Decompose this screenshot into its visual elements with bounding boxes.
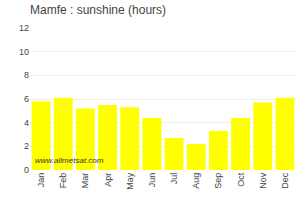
svg-text:4: 4 bbox=[24, 118, 29, 128]
svg-text:Oct: Oct bbox=[236, 172, 246, 187]
svg-text:Jun: Jun bbox=[147, 173, 157, 188]
svg-text:2: 2 bbox=[24, 141, 29, 151]
svg-text:May: May bbox=[125, 172, 135, 190]
svg-text:0: 0 bbox=[24, 165, 29, 175]
svg-text:Jul: Jul bbox=[169, 173, 179, 185]
svg-text:Mar: Mar bbox=[80, 173, 90, 189]
svg-text:Aug: Aug bbox=[191, 173, 201, 189]
svg-text:Nov: Nov bbox=[258, 172, 268, 189]
svg-text:8: 8 bbox=[24, 70, 29, 80]
svg-text:Mamfe : sunshine (hours): Mamfe : sunshine (hours) bbox=[30, 3, 166, 17]
svg-text:12: 12 bbox=[19, 23, 29, 33]
svg-text:Apr: Apr bbox=[103, 173, 113, 187]
svg-text:www.allmetsat.com: www.allmetsat.com bbox=[35, 156, 104, 165]
svg-text:6: 6 bbox=[24, 94, 29, 104]
svg-text:Dec: Dec bbox=[280, 172, 290, 189]
svg-text:10: 10 bbox=[19, 47, 29, 57]
svg-text:Feb: Feb bbox=[58, 173, 68, 189]
svg-text:Jan: Jan bbox=[36, 173, 46, 188]
svg-text:Sep: Sep bbox=[213, 173, 223, 189]
